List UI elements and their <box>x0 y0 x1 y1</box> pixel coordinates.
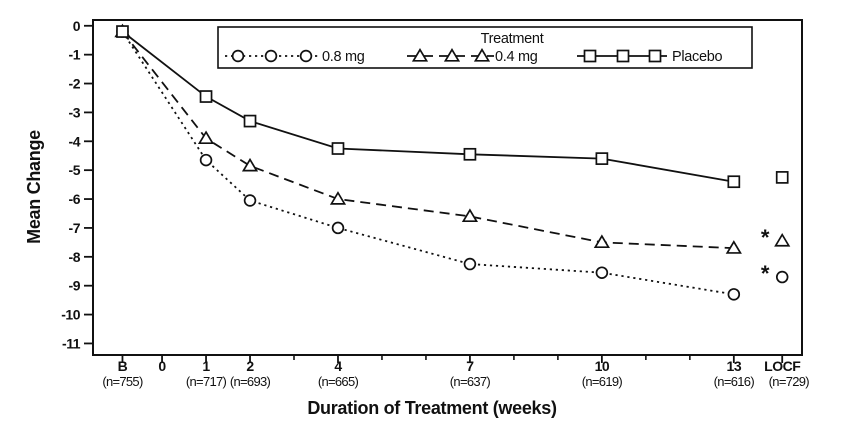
legend-entry-placebo: Placebo <box>577 49 723 65</box>
marker-square <box>727 175 741 189</box>
y-tick-label: -1 <box>69 47 81 63</box>
marker-circle <box>595 266 609 279</box>
x-tick-label: 13 <box>727 358 742 374</box>
y-tick-label: -9 <box>69 278 81 294</box>
x-axis-title: Duration of Treatment (weeks) <box>307 398 557 418</box>
n-label: (n=665) <box>318 374 359 389</box>
marker-square <box>463 147 477 161</box>
n-label: (n=717) <box>186 374 227 389</box>
x-tick-label: 4 <box>334 358 342 374</box>
marker-square <box>331 142 345 155</box>
marker-circle <box>199 153 213 167</box>
n-label: (n=619) <box>582 374 623 389</box>
marker-triangle <box>725 240 742 254</box>
legend-title: Treatment <box>481 31 544 47</box>
plot-content: 0-1-2-3-4-5-6-7-8-9-10-11B 0 1 2 4 7 10 13 LOCF(… <box>61 18 810 389</box>
marker-triangle <box>411 48 429 62</box>
y-tick-label: -11 <box>62 335 81 351</box>
marker-circle <box>727 288 741 301</box>
marker-triangle <box>197 130 215 145</box>
y-tick-label: 0 <box>73 18 81 34</box>
x-tick-label: LOCF <box>764 358 801 374</box>
marker-square <box>648 49 662 63</box>
x-tick-label: B <box>118 358 128 374</box>
marker-circle <box>231 49 245 63</box>
y-tick-label: -8 <box>69 249 81 265</box>
legend-entries: 0.8 mg 0.4 mg Placebo <box>225 48 723 65</box>
y-tick-label: -6 <box>69 191 81 207</box>
y-tick-label: -4 <box>69 133 81 149</box>
legend-entry-label: Placebo <box>672 49 723 65</box>
marker-circle <box>775 270 789 284</box>
n-label: (n=729) <box>769 374 810 389</box>
legend-entry-0.4-mg: 0.4 mg <box>407 48 538 65</box>
legend-entry-label: 0.8 mg <box>322 49 365 65</box>
marker-square <box>243 114 257 128</box>
marker-circle <box>463 257 477 271</box>
series-line <box>121 31 734 296</box>
x-tick-label: 2 <box>246 358 254 374</box>
marker-triangle <box>241 157 259 172</box>
legend-entry-label: 0.4 mg <box>495 49 538 65</box>
marker-square <box>116 25 129 38</box>
x-tick-label: 10 <box>595 358 610 374</box>
x-tick-label: 0 <box>158 358 166 374</box>
marker-square <box>775 171 789 184</box>
n-label: (n=755) <box>102 374 143 389</box>
marker-triangle <box>774 232 791 247</box>
y-axis-title: Mean Change <box>24 130 44 244</box>
marker-square <box>583 49 597 63</box>
n-label: (n=616) <box>714 374 755 389</box>
y-tick-label: -10 <box>61 307 80 323</box>
x-tick-label: 1 <box>202 358 210 374</box>
marker-triangle <box>443 48 461 62</box>
significance-asterisk: * <box>761 261 770 286</box>
marker-square <box>616 49 630 63</box>
marker-triangle <box>593 234 610 249</box>
marker-triangle <box>473 48 491 62</box>
marker-triangle <box>329 191 347 205</box>
marker-circle <box>299 49 313 63</box>
plot-frame <box>92 19 803 356</box>
marker-circle <box>264 49 278 63</box>
significance-asterisk: * <box>761 225 770 250</box>
x-tick-label: 7 <box>466 358 474 374</box>
marker-square <box>595 152 609 165</box>
marker-square <box>199 90 213 103</box>
y-tick-label: -3 <box>69 104 81 120</box>
marker-triangle <box>461 208 479 223</box>
n-label: (n=693) <box>230 374 271 389</box>
n-label: (n=637) <box>450 374 491 389</box>
series-placebo <box>116 25 789 189</box>
marker-circle <box>331 221 345 235</box>
legend-entry-0.8-mg: 0.8 mg <box>225 49 365 65</box>
y-tick-label: -5 <box>69 162 81 178</box>
y-tick-label: -7 <box>69 220 81 236</box>
series-0.4-mg: * <box>114 23 791 254</box>
marker-circle <box>243 194 257 207</box>
y-tick-label: -2 <box>69 76 81 92</box>
